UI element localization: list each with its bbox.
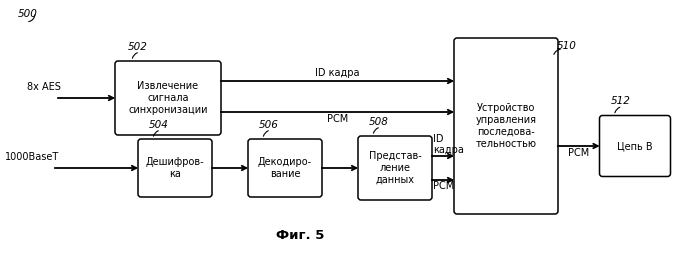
Text: ID кадра: ID кадра [315, 68, 359, 78]
Text: Дешифров-
ка: Дешифров- ка [146, 157, 205, 179]
Text: 508: 508 [369, 117, 389, 127]
FancyBboxPatch shape [358, 136, 432, 200]
Text: 504: 504 [149, 120, 169, 130]
Text: Извлечение
сигнала
синхронизации: Извлечение сигнала синхронизации [128, 81, 208, 115]
Text: ID
кадра: ID кадра [433, 134, 464, 155]
Text: Фиг. 5: Фиг. 5 [276, 229, 324, 242]
Text: РСМ: РСМ [568, 148, 589, 158]
Text: Декодиро-
вание: Декодиро- вание [258, 157, 312, 179]
FancyBboxPatch shape [454, 38, 558, 214]
Text: 500: 500 [18, 9, 38, 19]
Text: 8x AES: 8x AES [27, 82, 61, 92]
FancyBboxPatch shape [600, 115, 671, 176]
Text: РСМ: РСМ [433, 181, 454, 191]
Text: 502: 502 [128, 42, 148, 52]
FancyBboxPatch shape [138, 139, 212, 197]
Text: Цепь B: Цепь B [617, 141, 653, 151]
Text: 512: 512 [611, 97, 630, 106]
Text: 1000BaseT: 1000BaseT [5, 152, 59, 162]
Text: 506: 506 [259, 120, 279, 130]
FancyBboxPatch shape [115, 61, 221, 135]
Text: РСМ: РСМ [327, 114, 348, 124]
Text: Представ-
ление
данных: Представ- ление данных [369, 151, 422, 185]
Text: 510: 510 [557, 41, 577, 51]
Text: Устройство
управления
последова-
тельностью: Устройство управления последова- тельнос… [475, 103, 537, 149]
FancyBboxPatch shape [248, 139, 322, 197]
